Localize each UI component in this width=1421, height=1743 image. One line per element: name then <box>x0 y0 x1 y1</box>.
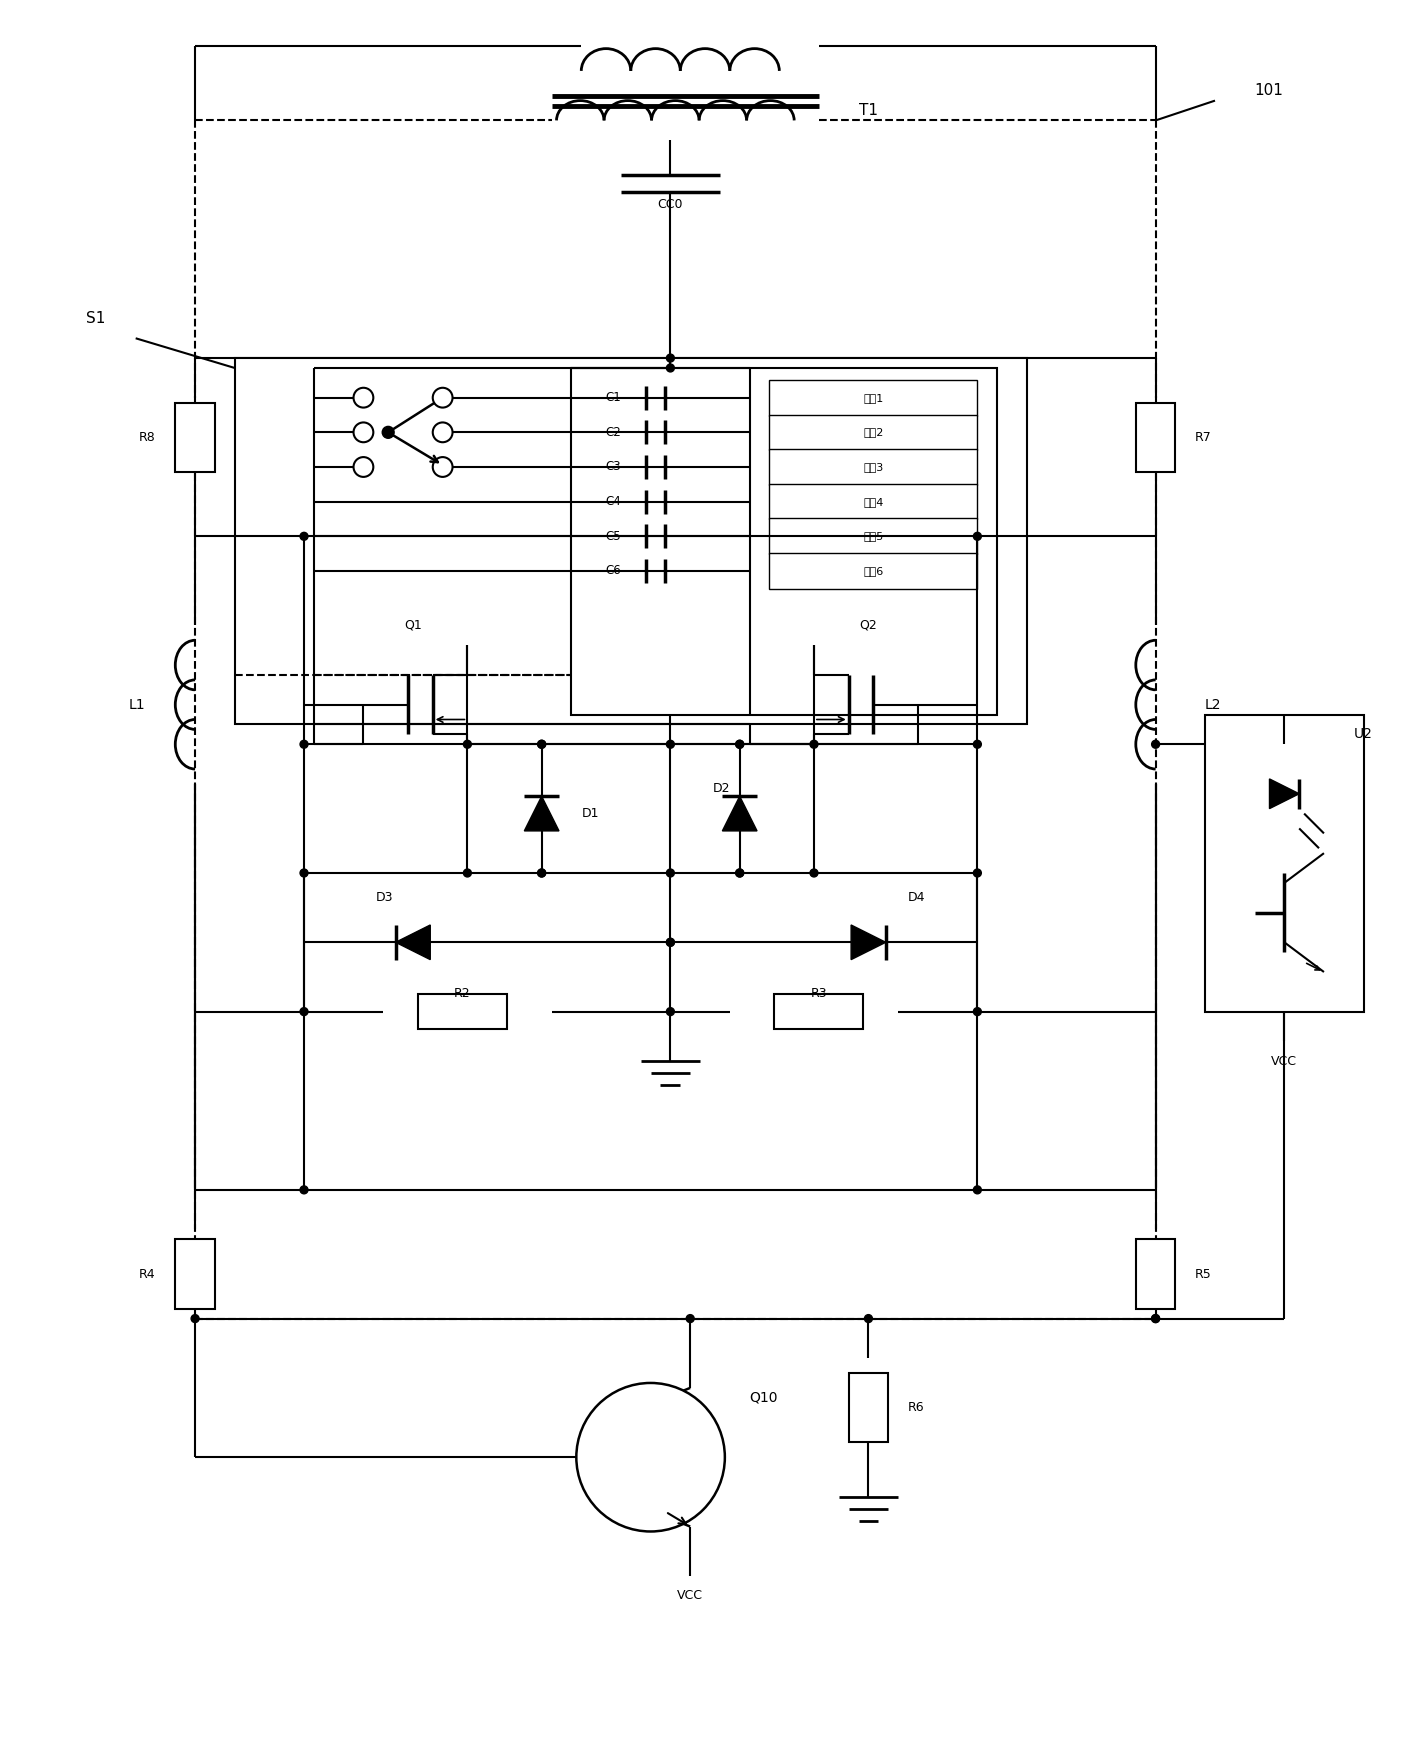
Polygon shape <box>395 926 431 960</box>
Circle shape <box>736 870 743 877</box>
Text: R4: R4 <box>139 1267 155 1281</box>
Circle shape <box>666 870 675 877</box>
Text: Q1: Q1 <box>404 619 422 633</box>
Circle shape <box>973 1185 982 1194</box>
Polygon shape <box>851 926 885 960</box>
Text: S1: S1 <box>87 310 105 326</box>
Circle shape <box>666 938 675 946</box>
Bar <box>769 518 978 554</box>
Circle shape <box>666 1007 675 1016</box>
Text: D1: D1 <box>581 807 598 819</box>
Circle shape <box>463 741 472 748</box>
Circle shape <box>736 741 743 748</box>
Circle shape <box>1151 741 1160 748</box>
Circle shape <box>300 870 308 877</box>
Text: R3: R3 <box>810 987 827 1000</box>
Text: 档位2: 档位2 <box>863 427 884 437</box>
Circle shape <box>537 870 546 877</box>
Text: T1: T1 <box>858 103 878 119</box>
Circle shape <box>666 364 675 371</box>
Polygon shape <box>722 797 757 831</box>
Bar <box>1135 403 1175 472</box>
Text: CC0: CC0 <box>658 199 684 211</box>
Circle shape <box>354 457 374 478</box>
Text: R6: R6 <box>908 1401 925 1414</box>
Bar <box>1135 1239 1175 1309</box>
Bar <box>769 380 978 415</box>
Circle shape <box>810 741 818 748</box>
Circle shape <box>577 1382 725 1532</box>
Text: L1: L1 <box>129 697 145 711</box>
Circle shape <box>537 741 546 748</box>
Bar <box>769 485 978 519</box>
Circle shape <box>354 387 374 408</box>
Circle shape <box>300 1185 308 1194</box>
Circle shape <box>354 422 374 443</box>
Circle shape <box>537 870 546 877</box>
Text: VCC: VCC <box>1272 1055 1297 1068</box>
Circle shape <box>433 422 452 443</box>
Text: D2: D2 <box>712 783 730 795</box>
Bar <box>1205 715 1364 1011</box>
Bar <box>774 994 864 1028</box>
Text: 档位5: 档位5 <box>864 532 884 542</box>
Polygon shape <box>1269 779 1299 809</box>
Bar <box>769 553 978 589</box>
Circle shape <box>973 532 982 540</box>
Circle shape <box>666 741 675 748</box>
Text: VCC: VCC <box>678 1590 703 1602</box>
Bar <box>848 1373 888 1443</box>
Text: C6: C6 <box>605 565 621 577</box>
Text: C1: C1 <box>605 390 621 404</box>
Circle shape <box>864 1314 872 1323</box>
Text: R7: R7 <box>1195 431 1212 444</box>
Bar <box>769 415 978 450</box>
Text: L2: L2 <box>1205 697 1222 711</box>
Circle shape <box>973 870 982 877</box>
Text: C4: C4 <box>605 495 621 509</box>
Text: 档位4: 档位4 <box>863 497 884 507</box>
Circle shape <box>666 938 675 946</box>
Text: D4: D4 <box>908 891 925 905</box>
Text: Q2: Q2 <box>860 619 877 633</box>
Circle shape <box>192 1314 199 1323</box>
Circle shape <box>463 870 472 877</box>
Text: R8: R8 <box>139 431 155 444</box>
Polygon shape <box>524 797 558 831</box>
Text: Q10: Q10 <box>750 1391 779 1405</box>
Text: 档位1: 档位1 <box>864 392 884 403</box>
Text: C5: C5 <box>605 530 621 542</box>
Circle shape <box>1151 1314 1160 1323</box>
Text: C3: C3 <box>605 460 621 474</box>
Bar <box>234 357 1027 725</box>
Circle shape <box>300 1007 308 1016</box>
Bar <box>418 994 507 1028</box>
Circle shape <box>973 1007 982 1016</box>
Circle shape <box>666 354 675 363</box>
Circle shape <box>382 427 394 437</box>
Text: 101: 101 <box>1255 84 1283 98</box>
Text: C2: C2 <box>605 425 621 439</box>
Text: R5: R5 <box>1195 1267 1212 1281</box>
Circle shape <box>433 457 452 478</box>
Bar <box>571 368 998 715</box>
Circle shape <box>300 532 308 540</box>
Text: D3: D3 <box>375 891 394 905</box>
Circle shape <box>300 741 308 748</box>
Circle shape <box>537 741 546 748</box>
Text: 档位3: 档位3 <box>864 462 884 472</box>
Bar <box>175 1239 215 1309</box>
Circle shape <box>1151 1314 1160 1323</box>
Circle shape <box>973 741 982 748</box>
Bar <box>769 450 978 485</box>
Circle shape <box>736 741 743 748</box>
Circle shape <box>686 1314 695 1323</box>
Circle shape <box>810 870 818 877</box>
Circle shape <box>736 870 743 877</box>
Circle shape <box>433 387 452 408</box>
Text: R2: R2 <box>455 987 470 1000</box>
Text: U2: U2 <box>1354 727 1373 741</box>
Text: 档位6: 档位6 <box>864 566 884 575</box>
Bar <box>175 403 215 472</box>
